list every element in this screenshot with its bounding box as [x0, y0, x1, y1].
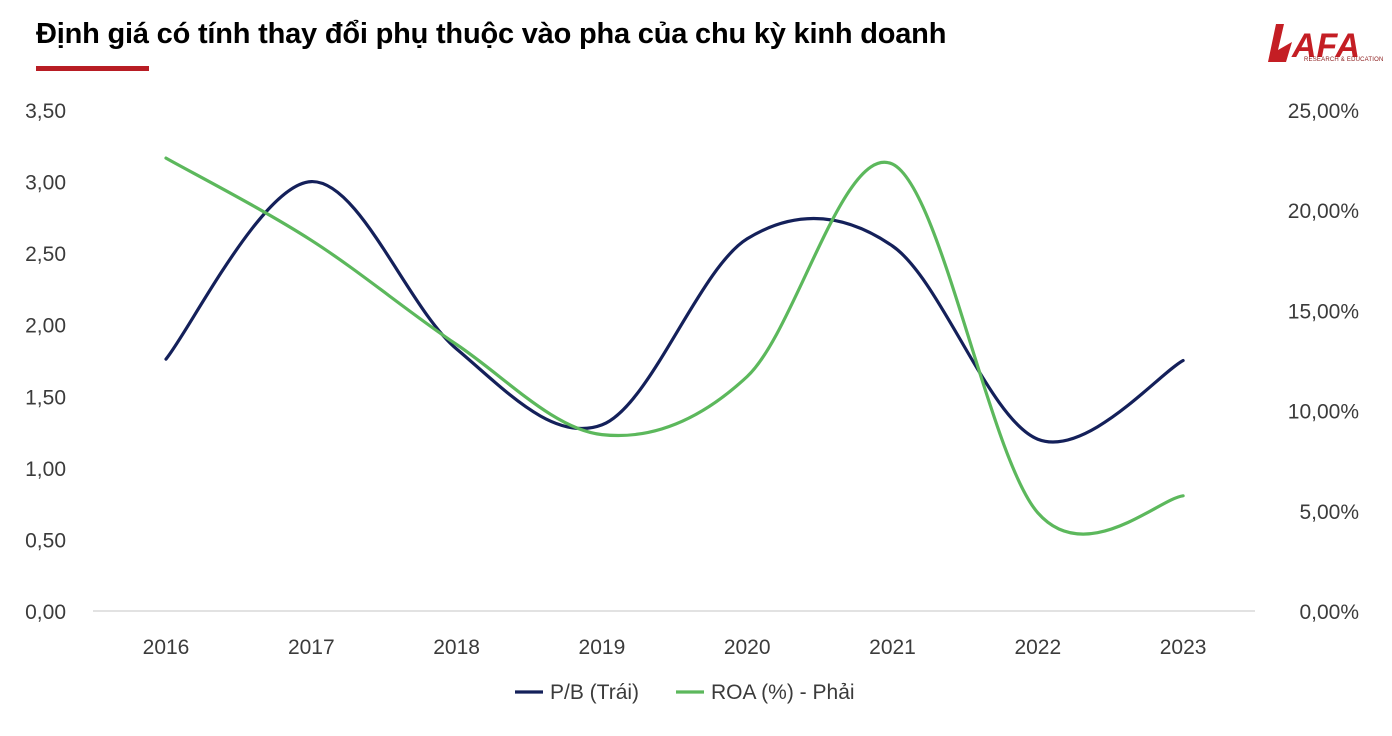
logo-text: AFA: [1291, 27, 1360, 65]
legend-label-roa: ROA (%) - Phải: [711, 681, 855, 704]
y-left-tick-label: 1,00: [25, 458, 66, 481]
x-tick-label: 2020: [724, 636, 771, 659]
y-left-tick-label: 0,00: [25, 601, 66, 624]
afa-logo: AFA: [1268, 24, 1360, 65]
y-right-axis: 0,00% 5,00% 10,00% 15,00% 20,00% 25,00%: [1288, 100, 1359, 624]
y-right-tick-label: 25,00%: [1288, 100, 1359, 123]
x-tick-label: 2018: [433, 636, 480, 659]
y-right-tick-label: 5,00%: [1299, 501, 1359, 524]
chart-title: Định giá có tính thay đổi phụ thuộc vào …: [36, 18, 947, 50]
logo-subtext: RESEARCH & EDUCATION: [1304, 57, 1384, 63]
y-left-tick-label: 3,50: [25, 100, 66, 123]
logo-mark: AFA: [1268, 24, 1360, 65]
x-tick-label: 2019: [579, 636, 626, 659]
y-left-axis: 0,00 0,50 1,00 1,50 2,00 2,50 3,00 3,50: [25, 100, 66, 624]
series-group: [164, 156, 1185, 536]
x-tick-label: 2016: [143, 636, 190, 659]
y-left-tick-label: 3,00: [25, 172, 66, 195]
series-line-pb: [164, 179, 1185, 444]
x-tick-label: 2021: [869, 636, 916, 659]
series-line-roa: [164, 156, 1185, 536]
y-right-tick-label: 10,00%: [1288, 401, 1359, 424]
y-right-tick-label: 15,00%: [1288, 300, 1359, 323]
x-axis: 2016 2017 2018 2019 2020 2021 2022 2023: [143, 636, 1207, 659]
title-underline: [36, 66, 149, 71]
y-left-tick-label: 0,50: [25, 529, 66, 552]
y-right-tick-label: 0,00%: [1299, 601, 1359, 624]
y-left-tick-label: 2,50: [25, 243, 66, 266]
x-tick-label: 2022: [1014, 636, 1061, 659]
y-left-tick-label: 2,00: [25, 315, 66, 338]
legend-label-pb: P/B (Trái): [550, 681, 639, 704]
x-tick-label: 2023: [1160, 636, 1207, 659]
x-tick-label: 2017: [288, 636, 335, 659]
y-right-tick-label: 20,00%: [1288, 200, 1359, 223]
y-left-tick-label: 1,50: [25, 386, 66, 409]
legend: P/B (Trái) ROA (%) - Phải: [515, 681, 855, 704]
